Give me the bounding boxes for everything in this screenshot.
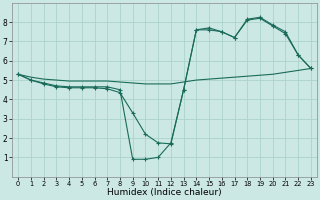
X-axis label: Humidex (Indice chaleur): Humidex (Indice chaleur) [107,188,222,197]
